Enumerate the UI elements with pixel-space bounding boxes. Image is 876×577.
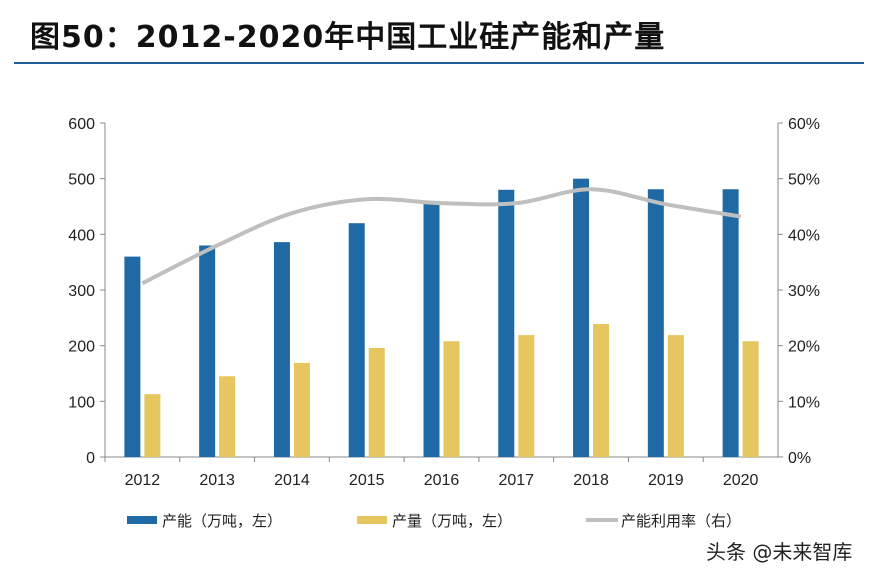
watermark: 头条 @未来智库 <box>706 540 853 564</box>
legend-label: 产能（万吨，左） <box>162 512 282 530</box>
left-tick-label: 100 <box>68 394 95 411</box>
left-tick-label: 300 <box>68 283 95 300</box>
left-tick-label: 400 <box>68 227 95 244</box>
bar-capacity <box>498 189 515 458</box>
bar-output <box>518 335 535 457</box>
x-tick-label: 2015 <box>349 472 385 489</box>
bar-capacity <box>273 242 290 457</box>
x-tick-label: 2012 <box>125 472 161 489</box>
right-tick-label: 40% <box>788 227 820 244</box>
title-underline <box>14 62 864 64</box>
bar-output <box>443 341 460 457</box>
bar-output <box>667 335 684 457</box>
right-tick-label: 30% <box>788 283 820 300</box>
x-tick-label: 2019 <box>648 472 684 489</box>
right-tick-label: 50% <box>788 172 820 189</box>
x-tick-label: 2016 <box>424 472 460 489</box>
bar-capacity <box>348 223 365 457</box>
left-tick-label: 0 <box>86 450 95 467</box>
x-tick-label: 2018 <box>573 472 609 489</box>
bar-output <box>593 323 610 457</box>
bar-capacity <box>573 178 590 457</box>
chart-title: 图50：2012-2020年中国工业硅产能和产量 <box>30 20 666 55</box>
x-tick-label: 2013 <box>199 472 235 489</box>
x-tick-label: 2020 <box>723 472 759 489</box>
left-tick-label: 500 <box>68 172 95 189</box>
legend-label: 产能利用率（右） <box>621 512 741 530</box>
bar-capacity <box>423 200 440 457</box>
bar-output <box>144 394 161 457</box>
bar-output <box>742 341 759 457</box>
right-tick-label: 10% <box>788 394 820 411</box>
bar-output <box>293 362 310 457</box>
bar-capacity <box>199 245 216 457</box>
bar-capacity <box>124 256 141 457</box>
right-tick-label: 20% <box>788 339 820 356</box>
legend-swatch <box>357 516 387 524</box>
right-tick-label: 0% <box>788 450 811 467</box>
x-tick-label: 2014 <box>274 472 310 489</box>
bar-capacity <box>647 189 664 457</box>
bar-output <box>368 347 385 457</box>
bar-capacity <box>722 189 739 457</box>
left-tick-label: 200 <box>68 339 95 356</box>
legend-label: 产量（万吨，左） <box>392 512 512 530</box>
legend-swatch <box>127 516 157 524</box>
bar-output <box>219 376 236 457</box>
right-tick-label: 60% <box>788 116 820 133</box>
x-tick-label: 2017 <box>498 472 534 489</box>
left-tick-label: 600 <box>68 116 95 133</box>
